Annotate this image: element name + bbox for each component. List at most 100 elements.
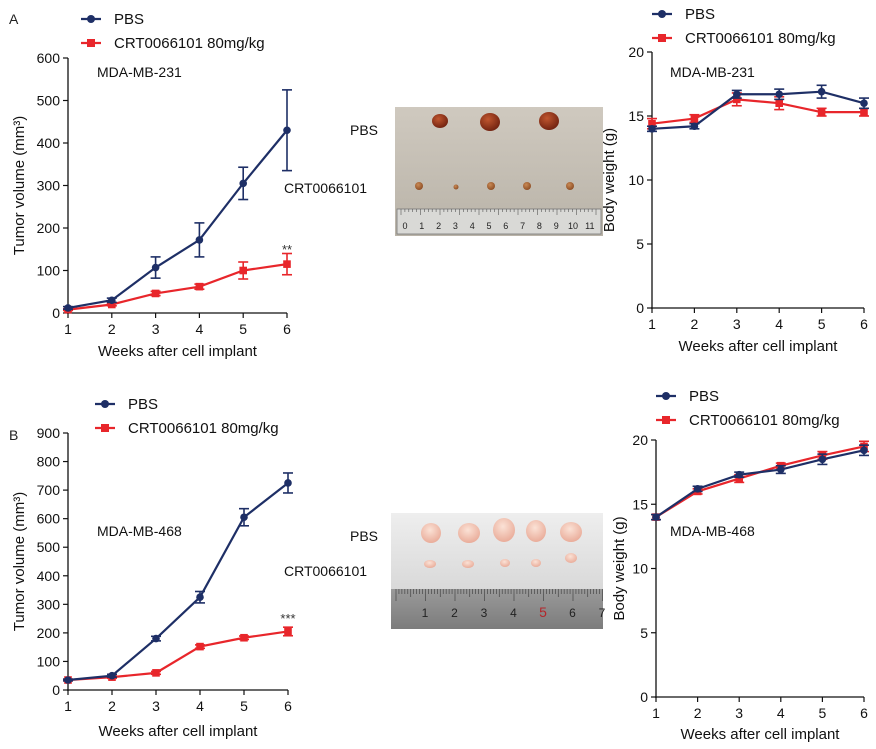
legend-label: PBS: [114, 11, 144, 28]
ruler-number: 7: [599, 606, 606, 620]
ruler-number: 4: [470, 221, 475, 231]
ruler-number: 5: [486, 221, 491, 231]
series-crt: [63, 252, 292, 314]
x-tick-label: 3: [735, 705, 743, 721]
tumor-specimen: [462, 560, 474, 568]
data-point: [733, 90, 741, 99]
tumor-specimen: [415, 182, 423, 190]
photo-label-crt: CRT0066101: [284, 180, 367, 196]
ruler-number: 4: [510, 606, 517, 620]
data-point: [648, 119, 656, 128]
series-line: [655, 449, 865, 519]
series-line: [67, 263, 288, 311]
chart-body-weight-mda-mb-468: 0 5 10 15 20 1 2 3 4 5 6 Weeks after cell implant Bo…: [611, 388, 869, 743]
y-tick-label: 300: [37, 178, 61, 194]
data-point: [108, 296, 116, 305]
y-tick-label: 0: [640, 689, 648, 705]
x-tick-label: 1: [652, 705, 660, 721]
y-tick-label: 15: [628, 108, 644, 124]
x-tick-label: 2: [691, 316, 699, 332]
ruler-number: 5: [539, 604, 547, 620]
x-tick-label: 5: [819, 705, 827, 721]
data-point: [239, 179, 247, 188]
legend-marker: [662, 392, 670, 400]
cell-line-annotation: MDA-MB-231: [670, 64, 755, 80]
legend-entry-pbs: PBS: [81, 11, 144, 28]
cell-line-annotation: MDA-MB-231: [97, 64, 182, 80]
ruler-number: 8: [537, 221, 542, 231]
ruler-number: 10: [568, 221, 578, 231]
data-point: [690, 122, 699, 131]
y-tick-label: 5: [640, 625, 648, 641]
series-line: [651, 90, 865, 130]
photo-label-crt: CRT0066101: [284, 563, 367, 579]
ruler-numbers: 0 1 2 3 4 5 6 7 8 9 10 11: [402, 221, 594, 231]
legend-label: CRT0066101 80mg/kg: [689, 412, 840, 429]
crt-tumors: [424, 553, 577, 568]
tumor-specimen: [565, 553, 577, 563]
pbs-tumors: [421, 518, 582, 543]
tumor-specimen: [432, 114, 448, 128]
tumor-photo-mda-mb-468: 1 2 3 4 5 6 7: [391, 513, 606, 629]
y-axis-label: Body weight (g): [601, 128, 618, 232]
y-tick-label: 300: [37, 596, 61, 612]
series-crt: [63, 626, 293, 684]
y-tick-label: 100: [37, 653, 61, 669]
data-point: [283, 126, 291, 135]
data-point: [690, 114, 699, 123]
data-point: [240, 513, 248, 522]
photo-label-pbs: PBS: [350, 528, 378, 544]
ruler-number: 0: [402, 221, 407, 231]
data-point: [284, 479, 292, 487]
tumor-specimen: [526, 520, 546, 542]
photo-label-pbs: PBS: [350, 122, 378, 138]
legend-marker: [87, 15, 95, 23]
panel-letter-b: B: [9, 427, 18, 443]
data-point: [152, 669, 160, 677]
y-tick-label: 500: [37, 93, 61, 109]
series-line: [651, 98, 864, 125]
ruler-number: 1: [419, 221, 424, 231]
x-tick-label: 2: [108, 698, 116, 714]
x-axis-label: Weeks after cell implant: [681, 726, 841, 743]
y-tick-label: 900: [37, 425, 61, 441]
ruler-number: 2: [436, 221, 441, 231]
data-point: [240, 633, 248, 642]
cell-line-annotation: MDA-MB-468: [670, 523, 755, 539]
series-pbs: [63, 472, 293, 684]
panel-letter-a: A: [9, 11, 19, 27]
y-tick-label: 800: [37, 454, 61, 470]
legend-label: CRT0066101 80mg/kg: [128, 420, 279, 437]
y-tick-label: 0: [52, 682, 60, 698]
x-tick-label: 2: [694, 705, 702, 721]
legend-label: PBS: [128, 396, 158, 413]
data-point: [735, 470, 743, 479]
legend-entry-pbs: PBS: [656, 388, 719, 405]
legend-marker: [87, 39, 95, 47]
x-tick-label: 4: [777, 705, 785, 721]
x-tick-label: 3: [152, 321, 160, 337]
x-tick-label: 6: [860, 705, 868, 721]
x-axis-label: Weeks after cell implant: [99, 723, 259, 740]
data-point: [648, 125, 656, 133]
legend-entry-pbs: PBS: [95, 396, 158, 413]
legend-entry-pbs: PBS: [652, 6, 715, 23]
x-axis-label: Weeks after cell implant: [98, 343, 258, 360]
ruler-number: 2: [451, 606, 458, 620]
y-tick-label: 5: [636, 236, 644, 252]
x-axis-label: Weeks after cell implant: [679, 338, 839, 355]
tumor-specimen: [453, 184, 459, 190]
data-point: [652, 513, 660, 521]
y-tick-label: 100: [37, 263, 61, 279]
data-point: [151, 289, 160, 298]
series-line: [67, 482, 289, 682]
y-tick-label: 200: [37, 625, 61, 641]
tumor-specimen: [421, 523, 441, 543]
chart-tumor-volume-mda-mb-468: 0 100 200 300 400 500 600 700 800 900 1 2 3 4 5 6 Weeks …: [11, 396, 296, 740]
y-axis-label: Tumor volume (mm³): [11, 116, 28, 255]
y-tick-label: 200: [37, 220, 61, 236]
x-tick-label: 6: [284, 698, 292, 714]
legend-label: PBS: [689, 388, 719, 405]
tumor-specimen: [424, 560, 436, 568]
